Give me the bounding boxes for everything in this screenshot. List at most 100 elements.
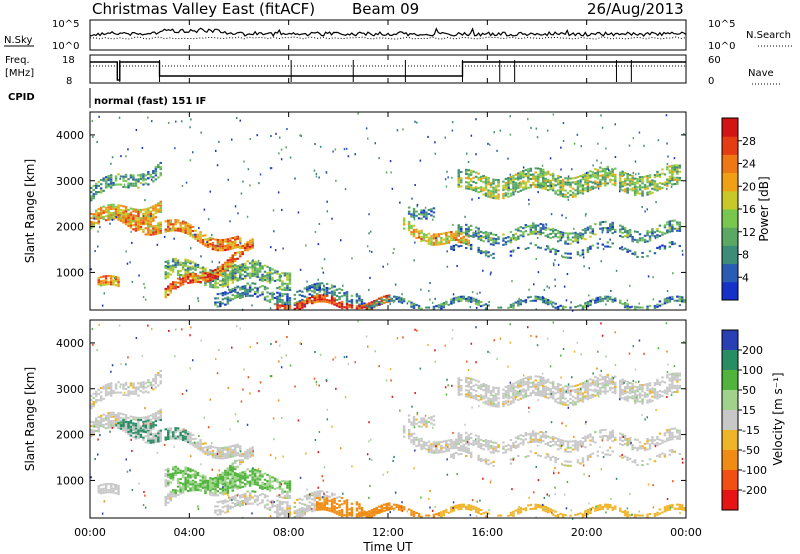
velocity-cell (167, 427, 170, 430)
velocity-cell (124, 431, 128, 434)
velocity-cell (117, 486, 120, 489)
velocity-cell (462, 503, 465, 506)
power-cell (107, 216, 110, 219)
velocity-cell (149, 381, 153, 384)
velocity-cell (164, 438, 167, 441)
velocity-cell (442, 514, 446, 517)
power-cell (179, 228, 182, 231)
power-cell (666, 163, 669, 166)
velocity-cell (522, 508, 525, 511)
velocity-cell (450, 510, 453, 513)
power-cell (171, 281, 175, 284)
power-cell (517, 190, 520, 193)
power-cell (479, 237, 483, 240)
velocity-cell (204, 446, 207, 449)
power-cell (576, 239, 580, 242)
power-cell (111, 156, 114, 159)
power-cell (244, 249, 247, 252)
power-cell (389, 160, 392, 163)
power-cell (482, 174, 485, 177)
power-cell (412, 207, 416, 210)
velocity-cell (99, 492, 103, 495)
power-cell (340, 239, 342, 242)
power-cell (482, 189, 485, 192)
power-cell (214, 286, 217, 289)
power-cell (92, 193, 95, 196)
velocity-cell (417, 514, 421, 517)
power-cell (157, 228, 160, 231)
velocity-cell (246, 449, 249, 452)
power-cell (358, 299, 361, 302)
power-cell (244, 266, 247, 269)
power-cell (479, 230, 483, 233)
power-cell (301, 300, 304, 303)
power-cell (539, 231, 542, 234)
velocity-cell (154, 432, 158, 435)
velocity-cell (266, 488, 269, 491)
velocity-cell (477, 511, 480, 514)
power-cell (543, 300, 546, 303)
power-cell (532, 226, 535, 229)
velocity-cell (107, 416, 110, 419)
power-cell (102, 279, 105, 282)
velocity-cell (417, 512, 421, 515)
power-cell (623, 226, 627, 229)
velocity-cell (159, 412, 162, 415)
power-cell (199, 235, 202, 238)
power-cell (447, 303, 451, 306)
power-cell (214, 297, 217, 300)
velocity-cell (601, 505, 605, 508)
power-cell (117, 283, 120, 286)
power-cell (323, 258, 326, 261)
power-cell (586, 188, 590, 191)
power-cell (383, 295, 386, 298)
power-cell (201, 272, 205, 275)
velocity-cell (152, 380, 155, 383)
velocity-cell (306, 510, 309, 513)
velocity-cell (226, 500, 230, 503)
power-cell (129, 217, 133, 220)
power-cell (124, 173, 128, 176)
velocity-cell (132, 424, 135, 427)
power-cell (253, 290, 257, 293)
velocity-cell (234, 461, 237, 464)
velocity-cell (219, 509, 222, 512)
power-cell (528, 198, 530, 201)
power-cell (271, 278, 274, 281)
power-cell (554, 253, 557, 256)
velocity-cell (206, 485, 210, 488)
power-cell (415, 303, 418, 306)
velocity-cell (499, 514, 503, 517)
power-cell (224, 278, 227, 281)
power-cell (427, 238, 431, 241)
power-cell (313, 289, 316, 292)
velocity-cell (127, 428, 130, 431)
power-cell (268, 271, 272, 274)
power-cell (462, 239, 465, 242)
velocity-cell (191, 469, 195, 472)
power-cell (214, 277, 217, 280)
power-cell (164, 267, 167, 270)
power-cell (141, 146, 144, 149)
velocity-cell (375, 510, 379, 513)
velocity-cell (348, 514, 351, 517)
velocity-cell (149, 433, 153, 436)
velocity-cell (129, 434, 133, 437)
power-cell (112, 218, 115, 221)
power-cell (298, 303, 302, 306)
power-cell (127, 208, 130, 211)
power-cell (226, 292, 230, 295)
velocity-cell (234, 474, 237, 477)
velocity-cell (328, 507, 331, 510)
power-cell (236, 295, 239, 298)
power-cell (670, 185, 673, 188)
power-cell (122, 179, 125, 182)
power-cell (507, 306, 510, 309)
power-cell (494, 189, 498, 192)
velocity-cell (144, 435, 148, 438)
velocity-cell (442, 512, 446, 515)
power-cell (318, 290, 321, 293)
velocity-cell (149, 424, 153, 427)
velocity-cell (258, 502, 262, 505)
velocity-cell (293, 510, 297, 513)
